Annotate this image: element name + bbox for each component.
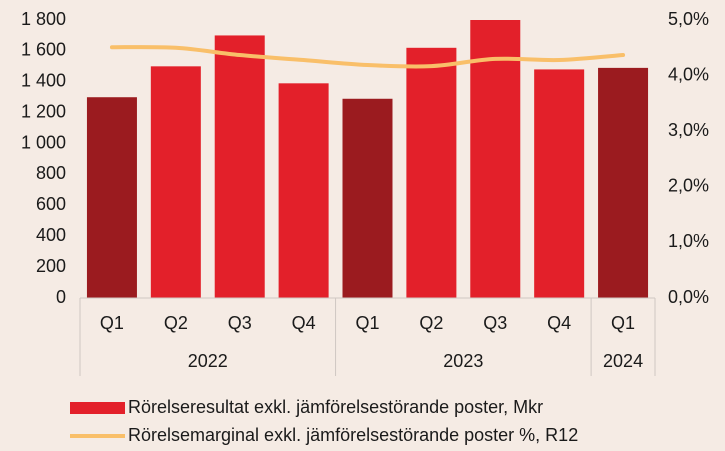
bar <box>150 66 201 298</box>
y-tick-label: 1 400 <box>21 71 66 91</box>
line <box>109 45 626 69</box>
x-tick-label: Q1 <box>355 313 379 333</box>
x-tick-label: Q1 <box>611 313 635 333</box>
y2-tick-label: 1,0% <box>668 231 709 251</box>
x-tick-label: Q3 <box>228 313 252 333</box>
x-tick-label: Q2 <box>419 313 443 333</box>
bar <box>214 35 265 298</box>
legend-label: Rörelsemarginal exkl. jämförelsestörande… <box>128 425 578 445</box>
bar <box>598 67 649 298</box>
y-tick-label: 0 <box>56 287 66 307</box>
bar <box>86 97 137 298</box>
y-tick-label: 1 800 <box>21 9 66 29</box>
y2-tick-label: 2,0% <box>668 176 709 196</box>
x-tick-label: Q4 <box>292 313 316 333</box>
y2-tick-label: 0,0% <box>668 287 709 307</box>
y2-tick-label: 3,0% <box>668 120 709 140</box>
legend-label: Rörelseresultat exkl. jämförelsestörande… <box>128 397 543 417</box>
x-group-label: 2024 <box>603 351 643 371</box>
y-tick-label: 600 <box>36 194 66 214</box>
y2-tick-label: 5,0% <box>668 9 709 29</box>
y-tick-label: 1 000 <box>21 132 66 152</box>
bar <box>278 83 329 298</box>
y-tick-label: 400 <box>36 225 66 245</box>
legend-swatch <box>70 402 125 414</box>
y-tick-label: 200 <box>36 256 66 276</box>
bar <box>406 47 457 298</box>
y-tick-label: 1 600 <box>21 40 66 60</box>
y-tick-label: 800 <box>36 163 66 183</box>
x-tick-label: Q4 <box>547 313 571 333</box>
x-tick-label: Q1 <box>100 313 124 333</box>
bar <box>342 98 393 299</box>
x-tick-label: Q2 <box>164 313 188 333</box>
x-group-label: 2022 <box>188 351 228 371</box>
x-group-label: 2023 <box>443 351 483 371</box>
bar <box>534 69 585 298</box>
x-tick-label: Q3 <box>483 313 507 333</box>
y-tick-label: 1 200 <box>21 101 66 121</box>
y2-tick-label: 4,0% <box>668 64 709 84</box>
bar <box>470 20 521 298</box>
